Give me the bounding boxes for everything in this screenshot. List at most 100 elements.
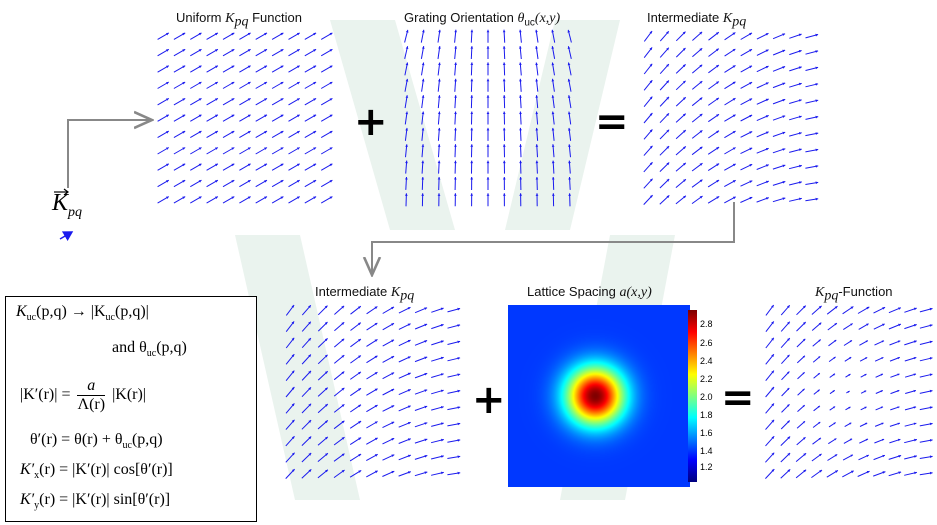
plus-operator-bottom: + [472, 377, 506, 423]
equation-line-4: θ′(r) = θ(r) + θuc(p,q) [30, 431, 163, 452]
vector-arrow [398, 356, 411, 363]
vector-arrow [772, 98, 786, 105]
vector-arrow [659, 80, 670, 91]
vector-arrow [519, 78, 522, 92]
vector-arrow [659, 178, 670, 189]
vector-arrow [421, 111, 425, 125]
vector-arrow [334, 321, 345, 332]
vector-arrow [692, 47, 703, 58]
vector-arrow [765, 403, 775, 414]
vector-arrow [366, 371, 378, 380]
vector-arrow [288, 147, 300, 155]
vector-arrow [724, 97, 736, 106]
vector-arrow [796, 436, 806, 446]
vector-arrow [437, 62, 441, 76]
vector-arrow [675, 146, 687, 156]
grating-orientation-title: Grating Orientation θuc(x,y) [404, 10, 561, 29]
vector-arrow [288, 130, 300, 139]
vector-arrow [222, 81, 235, 89]
vector-arrow [788, 197, 802, 202]
vector-arrow [333, 420, 345, 430]
vector-arrow [519, 95, 522, 109]
vector-arrow [157, 163, 170, 171]
vector-arrow [859, 356, 868, 362]
vector-arrow [271, 32, 284, 40]
vector-arrow [789, 148, 802, 153]
vector-arrow [486, 95, 490, 109]
vector-arrow [404, 62, 409, 76]
vector-arrow [765, 435, 775, 447]
vector-arrow [288, 196, 300, 204]
vector-arrow [724, 32, 736, 41]
equation-line-5: K′x(r) = |K′(r)| cos[θ′(r)] [20, 461, 173, 482]
vector-arrow [437, 176, 441, 191]
vector-arrow [827, 453, 838, 461]
vector-arrow [157, 65, 170, 73]
vector-arrow [828, 438, 837, 445]
vector-arrow [551, 62, 555, 76]
vector-arrow [502, 176, 506, 191]
vector-arrow [675, 31, 686, 42]
vector-arrow [874, 422, 884, 427]
vector-arrow [190, 179, 202, 188]
vector-arrow [382, 421, 395, 429]
vector-arrow [780, 436, 791, 446]
vector-arrow [551, 111, 555, 125]
vector-arrow [366, 421, 378, 429]
vector-arrow [813, 405, 821, 412]
input-vector-arrow [59, 231, 74, 242]
uniform-function-title: Uniform Kpq Function [176, 10, 302, 30]
vector-arrow [724, 64, 736, 73]
colorbar-tick: 2.6 [700, 338, 713, 348]
vector-arrow [873, 454, 886, 461]
vector-arrow [692, 31, 703, 41]
vector-arrow [317, 305, 328, 316]
vector-arrow [643, 178, 653, 189]
vector-arrow [675, 178, 687, 188]
vector-arrow [349, 437, 362, 446]
vector-arrow [568, 193, 571, 207]
vector-arrow [812, 421, 821, 428]
vector-arrow [437, 46, 441, 60]
vector-arrow [486, 127, 490, 141]
vector-arrow [691, 80, 703, 90]
vector-arrow [173, 48, 186, 57]
vector-arrow [222, 163, 235, 171]
vector-arrow [740, 180, 753, 187]
vector-arrow [414, 372, 428, 379]
vector-arrow [454, 95, 457, 109]
vector-arrow [519, 144, 522, 158]
vector-arrow [904, 422, 917, 427]
vector-arrow [285, 403, 295, 414]
vector-arrow [888, 307, 902, 314]
vector-arrow [568, 176, 571, 190]
input-connector-arrow [67, 120, 150, 188]
vector-arrow [805, 165, 819, 169]
vector-arrow [239, 130, 251, 139]
vector-arrow [875, 406, 884, 411]
vector-arrow [304, 114, 317, 122]
vector-arrow [173, 114, 186, 122]
final-function-title: Kpq-Function [815, 284, 893, 304]
vector-arrow [349, 420, 362, 429]
vector-arrow [795, 452, 807, 462]
input-vector-label: Kpq [52, 190, 83, 220]
vector-arrow [157, 97, 170, 106]
vector-arrow [797, 404, 806, 412]
vector-arrow [470, 111, 474, 125]
vector-arrow [551, 176, 555, 190]
vector-arrow [437, 111, 441, 125]
vector-arrow [454, 78, 457, 92]
vector-arrow [239, 114, 251, 122]
vector-arrow [772, 33, 786, 40]
vector-arrow [675, 162, 687, 172]
vector-arrow [675, 80, 686, 91]
vector-arrow [788, 164, 802, 170]
vector-arrow [740, 163, 753, 171]
vector-arrow [724, 48, 736, 57]
vector-arrow [535, 95, 539, 109]
vector-arrow [845, 373, 851, 378]
vector-arrow [829, 406, 836, 411]
vector-arrow [447, 455, 461, 459]
vector-arrow [271, 179, 284, 188]
